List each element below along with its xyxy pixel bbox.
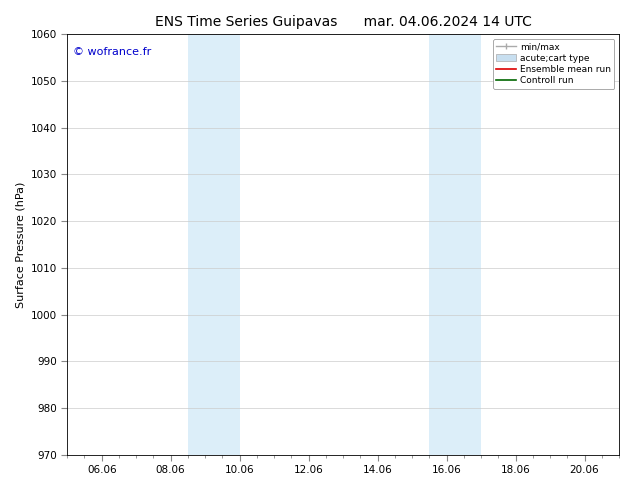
Bar — [188, 34, 240, 455]
Title: ENS Time Series Guipavas      mar. 04.06.2024 14 UTC: ENS Time Series Guipavas mar. 04.06.2024… — [155, 15, 531, 29]
Legend: min/max, acute;cart type, Ensemble mean run, Controll run: min/max, acute;cart type, Ensemble mean … — [493, 39, 614, 89]
Bar — [429, 34, 481, 455]
Text: © wofrance.fr: © wofrance.fr — [73, 47, 151, 57]
Y-axis label: Surface Pressure (hPa): Surface Pressure (hPa) — [15, 181, 25, 308]
